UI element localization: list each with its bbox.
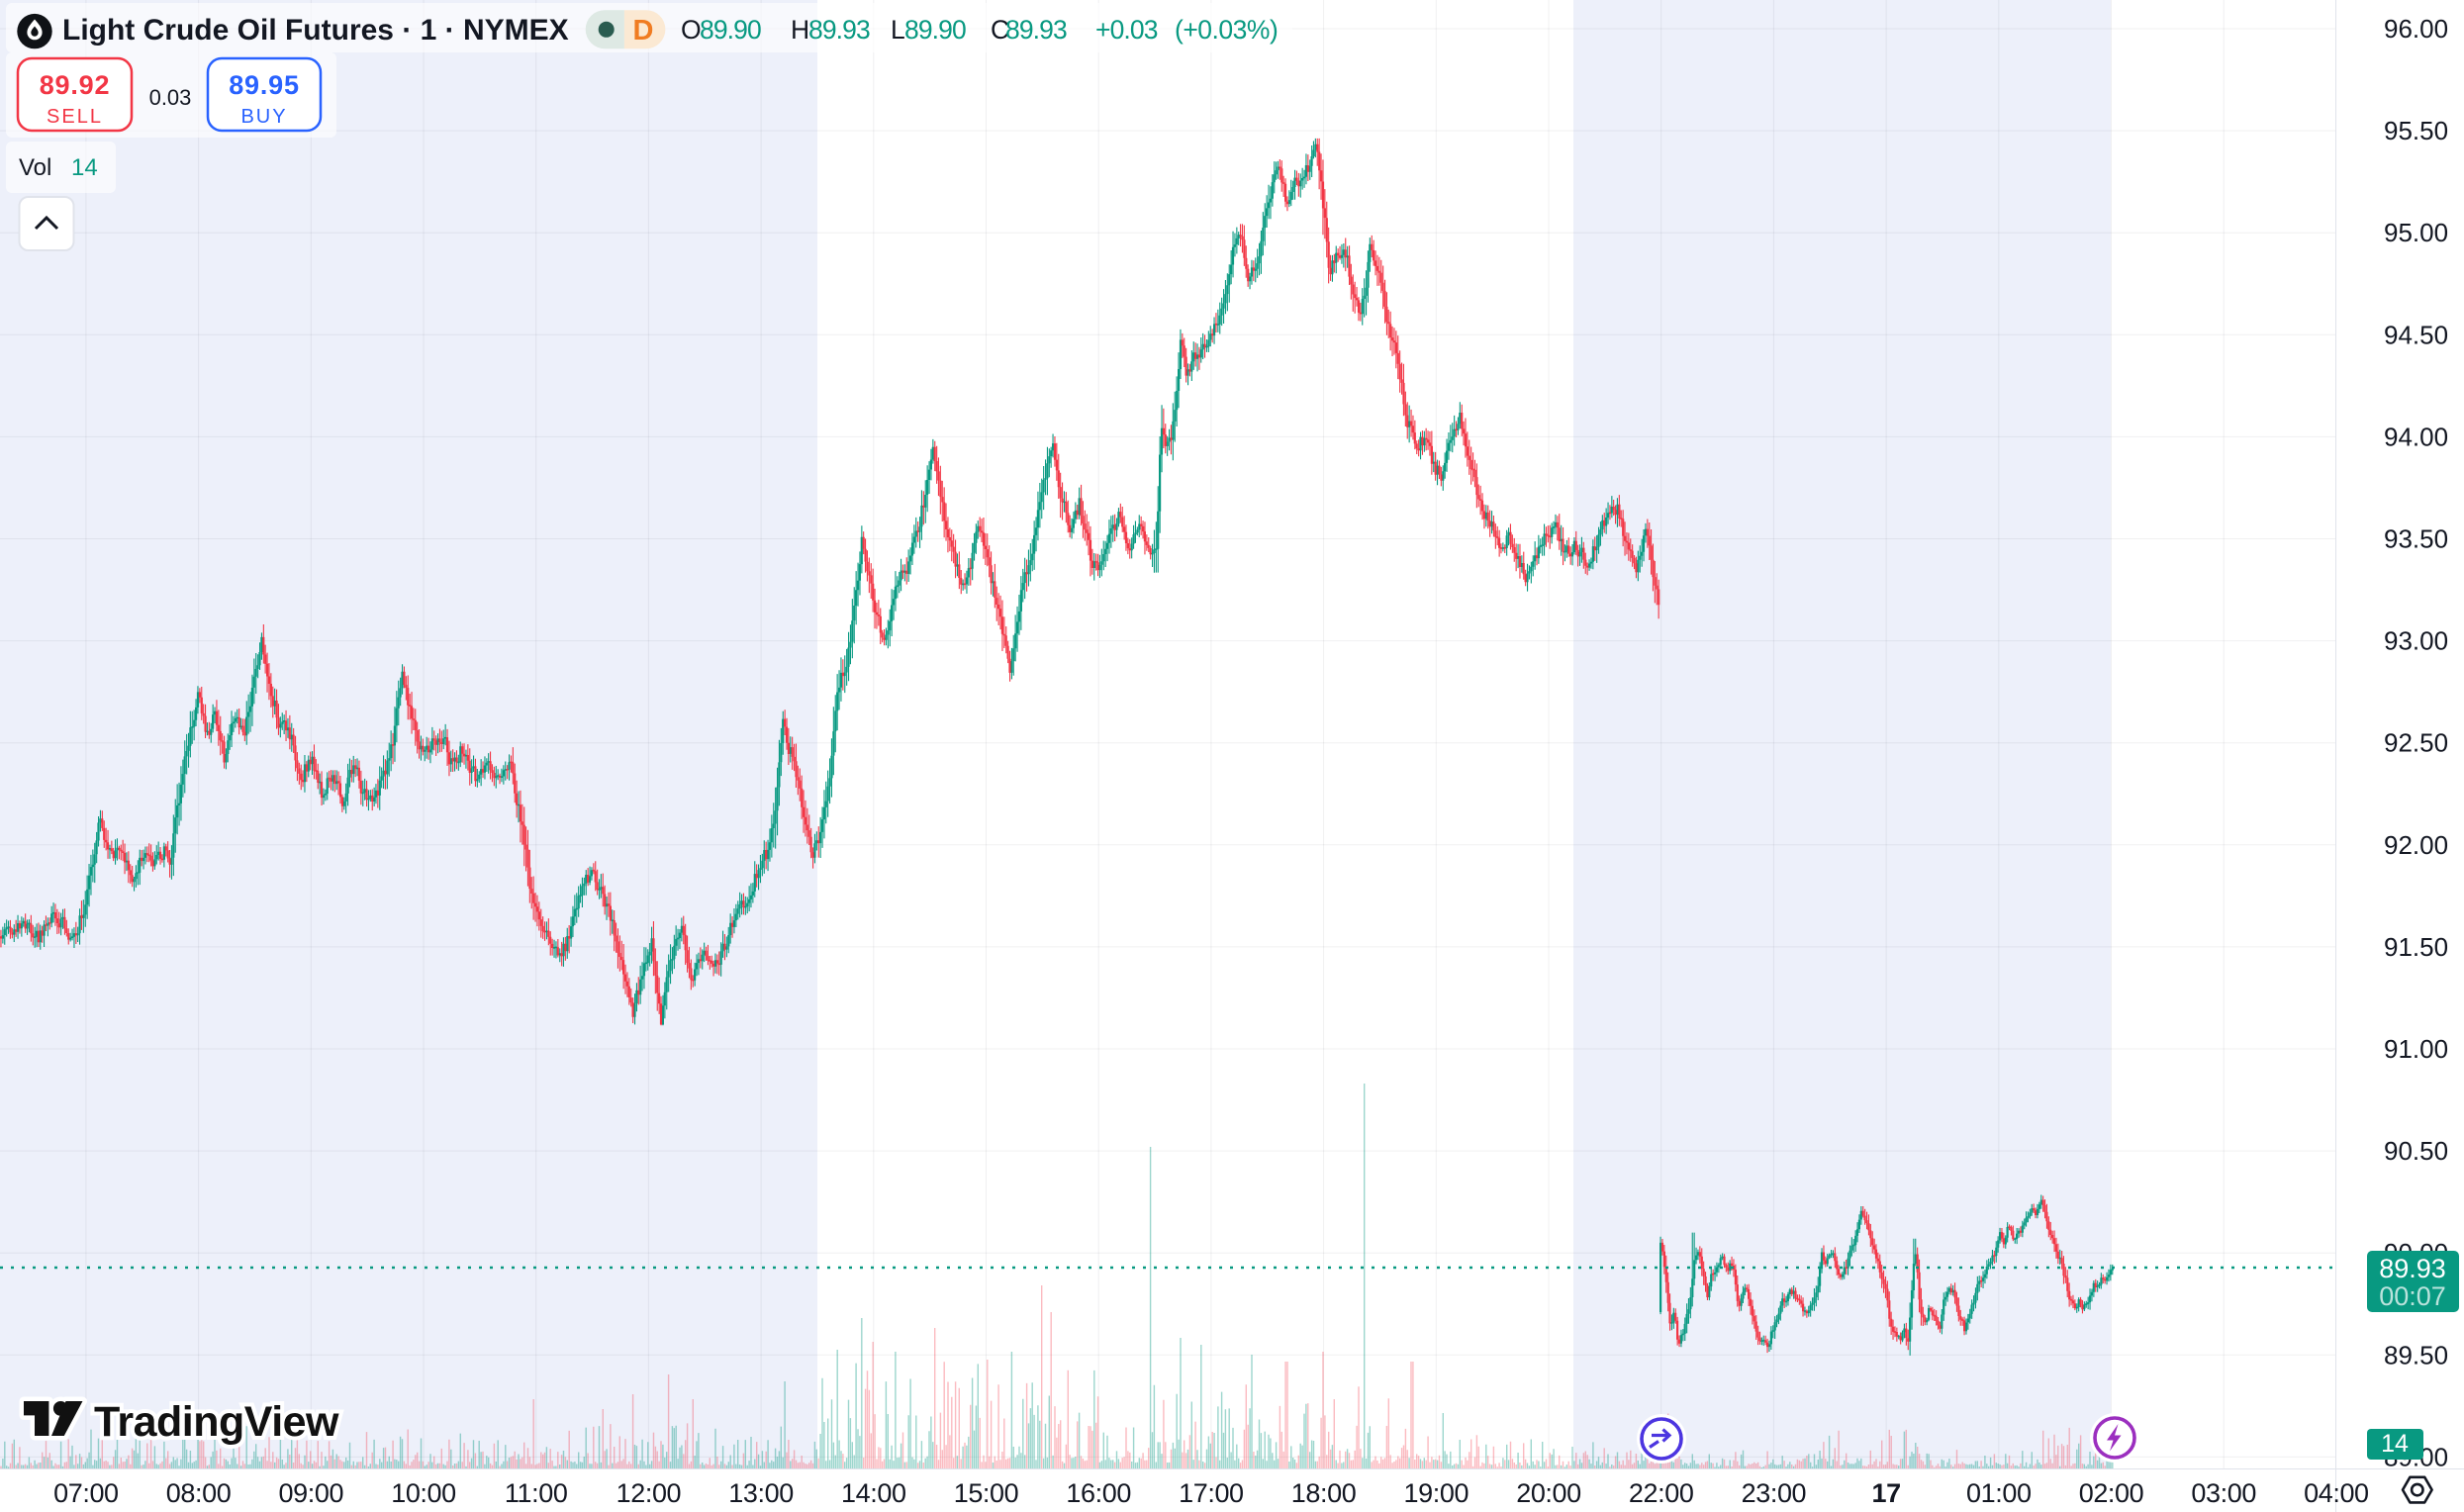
svg-text:00:07: 00:07 xyxy=(2379,1281,2446,1311)
svg-text:89.93: 89.93 xyxy=(1005,15,1067,45)
svg-text:H: H xyxy=(791,15,809,45)
svg-text:12:00: 12:00 xyxy=(616,1478,682,1508)
svg-text:14: 14 xyxy=(71,154,98,181)
svg-text:D: D xyxy=(633,15,654,47)
svg-text:08:00: 08:00 xyxy=(166,1478,232,1508)
svg-text:13:00: 13:00 xyxy=(728,1478,794,1508)
svg-text:07:00: 07:00 xyxy=(53,1478,119,1508)
svg-text:92.50: 92.50 xyxy=(2384,728,2448,758)
svg-text:SELL: SELL xyxy=(47,106,103,128)
svg-text:89.93: 89.93 xyxy=(808,15,870,45)
svg-text:14: 14 xyxy=(2381,1430,2409,1458)
svg-text:19:00: 19:00 xyxy=(1404,1478,1469,1508)
svg-text:03:00: 03:00 xyxy=(2191,1478,2256,1508)
svg-text:04:00: 04:00 xyxy=(2304,1478,2369,1508)
svg-text:L: L xyxy=(891,15,905,45)
svg-text:16:00: 16:00 xyxy=(1066,1478,1131,1508)
svg-text:18:00: 18:00 xyxy=(1291,1478,1357,1508)
svg-text:89.93: 89.93 xyxy=(2379,1254,2446,1283)
svg-text:TradingView: TradingView xyxy=(94,1398,339,1446)
svg-text:01:00: 01:00 xyxy=(1966,1478,2032,1508)
svg-text:89.90: 89.90 xyxy=(904,15,966,45)
svg-text:C: C xyxy=(991,15,1009,45)
svg-text:94.00: 94.00 xyxy=(2384,422,2448,451)
svg-text:11:00: 11:00 xyxy=(505,1478,568,1508)
svg-text:95.00: 95.00 xyxy=(2384,218,2448,247)
svg-text:89.90: 89.90 xyxy=(700,15,761,45)
svg-text:22:00: 22:00 xyxy=(1629,1478,1694,1508)
svg-text:02:00: 02:00 xyxy=(2079,1478,2144,1508)
svg-text:10:00: 10:00 xyxy=(391,1478,456,1508)
svg-text:20:00: 20:00 xyxy=(1516,1478,1581,1508)
svg-text:09:00: 09:00 xyxy=(279,1478,344,1508)
svg-text:89.50: 89.50 xyxy=(2384,1340,2448,1370)
svg-text:17: 17 xyxy=(1871,1478,1900,1508)
svg-text:89.92: 89.92 xyxy=(40,70,111,100)
svg-text:17:00: 17:00 xyxy=(1179,1478,1244,1508)
svg-text:93.00: 93.00 xyxy=(2384,626,2448,656)
svg-text:0.03: 0.03 xyxy=(149,85,192,110)
svg-text:O: O xyxy=(681,15,702,45)
svg-text:+0.03: +0.03 xyxy=(1095,15,1158,45)
svg-text:94.50: 94.50 xyxy=(2384,320,2448,349)
svg-text:92.00: 92.00 xyxy=(2384,830,2448,860)
svg-text:Light Crude Oil Futures · 1 ·: Light Crude Oil Futures · 1 · NYMEX xyxy=(62,14,569,47)
svg-text:91.50: 91.50 xyxy=(2384,932,2448,962)
svg-text:BUY: BUY xyxy=(240,106,287,128)
svg-text:Vol: Vol xyxy=(19,154,51,181)
svg-text:(+0.03%): (+0.03%) xyxy=(1175,15,1278,45)
svg-text:91.00: 91.00 xyxy=(2384,1034,2448,1064)
svg-text:15:00: 15:00 xyxy=(954,1478,1019,1508)
svg-text:89.95: 89.95 xyxy=(229,70,300,100)
svg-text:14:00: 14:00 xyxy=(841,1478,906,1508)
svg-text:90.50: 90.50 xyxy=(2384,1136,2448,1166)
svg-text:96.00: 96.00 xyxy=(2384,14,2448,44)
svg-text:23:00: 23:00 xyxy=(1742,1478,1807,1508)
svg-text:93.50: 93.50 xyxy=(2384,524,2448,554)
svg-text:95.50: 95.50 xyxy=(2384,116,2448,145)
